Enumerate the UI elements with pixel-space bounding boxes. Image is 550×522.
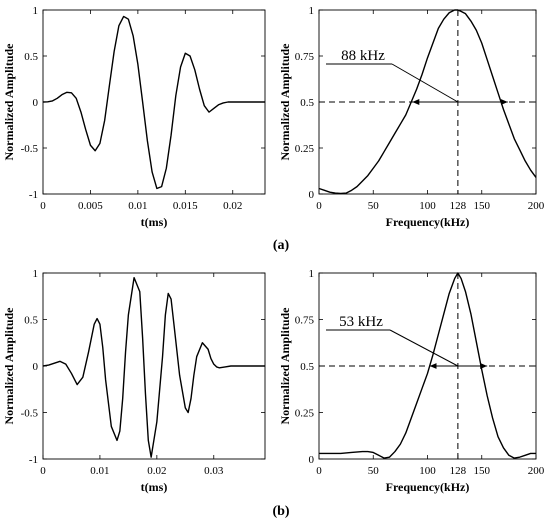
y-axis-label: Normalized Amplitude <box>2 307 16 425</box>
y-tick-label: 0 <box>309 454 315 466</box>
x-tick-label: 200 <box>528 465 545 477</box>
series-line-0 <box>319 272 536 459</box>
x-tick-label: 0.02 <box>147 465 166 477</box>
y-tick-label: -0.5 <box>21 143 39 155</box>
chart-panel-3: 0 50 100 128 150 200 0 0.25 0.5 0.75 1 Frequency(kH… <box>278 268 545 494</box>
x-tick-label: 0 <box>40 200 46 212</box>
y-tick-label: 0.5 <box>24 315 38 327</box>
x-axis-label: t(ms) <box>141 480 168 494</box>
x-tick-label: 0.01 <box>128 200 147 212</box>
y-tick-label: 1 <box>33 5 39 17</box>
y-tick-label: 0.75 <box>295 315 315 327</box>
x-tick-label: 128 <box>450 465 467 477</box>
panel-label-a: (a) <box>273 238 290 253</box>
series-line-0 <box>42 276 265 458</box>
y-tick-label: 0.5 <box>300 361 314 373</box>
x-tick-label: 0 <box>316 465 322 477</box>
y-axis-label: Normalized Amplitude <box>2 43 16 161</box>
y-axis-label: Normalized Amplitude <box>278 307 292 425</box>
x-tick-label: 150 <box>474 465 491 477</box>
y-tick-label: 0 <box>33 97 39 109</box>
y-tick-label: 1 <box>309 5 315 17</box>
x-tick-label: 0.02 <box>223 200 242 212</box>
bandwidth-annotation: 88 kHz <box>341 48 385 64</box>
y-tick-label: 1 <box>309 268 315 280</box>
y-tick-label: 0.5 <box>24 51 38 63</box>
chart-panel-0: 0 0.005 0.01 0.015 0.02 -1 -0.5 0 0.5 1 t(ms) Norma… <box>2 5 266 229</box>
annotation-leader-diagonal <box>391 63 459 103</box>
y-tick-label: 0.25 <box>295 408 315 420</box>
x-tick-label: 50 <box>368 200 380 212</box>
annotation-leader-diagonal <box>389 329 459 367</box>
x-tick-label: 0.01 <box>90 465 109 477</box>
y-tick-label: 0.5 <box>300 97 314 109</box>
x-axis-label: Frequency(kHz) <box>386 480 470 494</box>
x-tick-label: 50 <box>368 465 380 477</box>
series-line-0 <box>42 15 265 190</box>
y-tick-label: 0.25 <box>295 143 315 155</box>
panel-label-b: (b) <box>272 504 289 519</box>
x-tick-label: 0 <box>40 465 46 477</box>
x-tick-label: 150 <box>474 200 491 212</box>
x-tick-label: 0 <box>316 200 322 212</box>
x-tick-label: 100 <box>419 200 436 212</box>
y-tick-label: 0.75 <box>295 51 315 63</box>
y-tick-label: 1 <box>33 268 39 280</box>
bandwidth-annotation: 53 kHz <box>339 314 383 330</box>
y-axis-label: Normalized Amplitude <box>278 43 292 161</box>
x-axis-label: Frequency(kHz) <box>386 215 470 229</box>
panels: 0 0.005 0.01 0.015 0.02 -1 -0.5 0 0.5 1 t(ms) Norma… <box>2 5 545 494</box>
x-tick-label: 0.005 <box>78 200 103 212</box>
y-tick-label: -1 <box>29 454 38 466</box>
y-tick-label: -0.5 <box>21 408 39 420</box>
x-axis-label: t(ms) <box>141 215 168 229</box>
x-tick-label: 0.015 <box>173 200 198 212</box>
y-tick-label: 0 <box>33 361 39 373</box>
y-tick-label: 0 <box>309 189 315 201</box>
x-tick-label: 128 <box>450 200 467 212</box>
series-line-0 <box>318 9 537 195</box>
x-tick-label: 0.03 <box>204 465 224 477</box>
x-tick-label: 100 <box>419 465 436 477</box>
chart-panel-2: 0 0.01 0.02 0.03 -1 -0.5 0 0.5 1 t(ms) Normalized … <box>2 268 266 494</box>
x-tick-label: 200 <box>528 200 545 212</box>
y-tick-label: -1 <box>29 189 38 201</box>
chart-panel-1: 0 50 100 128 150 200 0 0.25 0.5 0.75 1 Frequency(kH… <box>278 5 545 229</box>
